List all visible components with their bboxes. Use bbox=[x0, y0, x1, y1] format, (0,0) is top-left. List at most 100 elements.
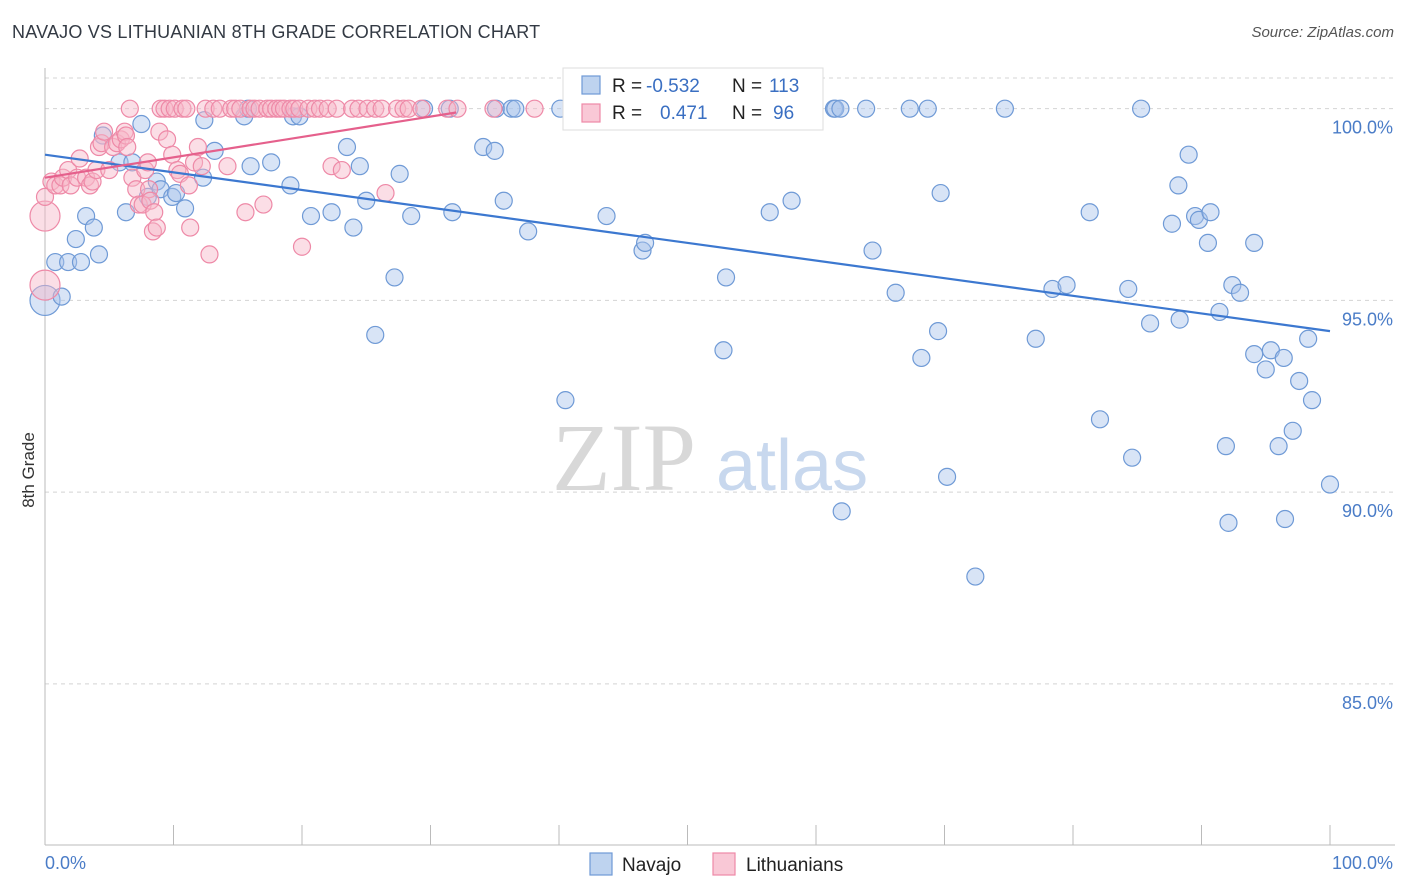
lithuanian-point bbox=[147, 218, 166, 237]
lithuanian-point bbox=[181, 218, 200, 237]
lithuanian-point bbox=[327, 99, 346, 118]
navajo-point bbox=[1230, 283, 1250, 302]
navajo-point bbox=[46, 252, 65, 272]
navajo-point bbox=[402, 206, 421, 226]
chart-title: NAVAJO VS LITHUANIAN 8TH GRADE CORRELATI… bbox=[12, 22, 541, 42]
lithuanian-point bbox=[448, 99, 467, 118]
navajo-point bbox=[366, 325, 385, 345]
lithuanian-point bbox=[95, 122, 114, 141]
legend-swatch-lithuanians bbox=[581, 103, 601, 123]
navajo-point bbox=[175, 199, 195, 218]
navajo-point bbox=[1169, 176, 1188, 195]
navajo-point bbox=[1140, 314, 1160, 333]
lithuanian-point bbox=[267, 99, 286, 118]
lithuanian-point bbox=[127, 180, 146, 199]
navajo-point bbox=[597, 206, 616, 226]
lithuanian-point bbox=[285, 99, 304, 118]
navajo-point bbox=[1275, 509, 1295, 529]
lithuanian-point bbox=[35, 187, 55, 206]
navajo-point bbox=[390, 164, 409, 183]
y-tick-label: 85.0% bbox=[1342, 693, 1393, 713]
legend-n-value-lithuanians: 96 bbox=[773, 103, 794, 124]
lithuanian-point bbox=[274, 99, 294, 118]
y-tick-label: 95.0% bbox=[1342, 309, 1393, 329]
lithuanian-point bbox=[292, 237, 312, 256]
lithuanian-point bbox=[254, 195, 273, 214]
navajo-point bbox=[966, 567, 985, 586]
x-tick-label: 100.0% bbox=[1332, 853, 1393, 873]
navajo-point bbox=[1274, 348, 1293, 368]
navajo-point bbox=[1026, 329, 1045, 348]
bottom-legend-swatch-navajo bbox=[589, 852, 613, 876]
navajo-point bbox=[322, 203, 341, 222]
lithuanian-point bbox=[92, 134, 111, 153]
bottom-legend-swatch-lithuanians bbox=[712, 852, 736, 876]
lithuanian-point bbox=[376, 183, 395, 203]
navajo-point bbox=[1057, 275, 1076, 295]
lithuanian-point bbox=[120, 99, 139, 118]
navajo-point bbox=[1119, 279, 1138, 299]
lithuanian-point bbox=[525, 99, 544, 118]
navajo-point bbox=[350, 157, 369, 176]
lithuanian-point bbox=[29, 200, 61, 232]
navajo-point bbox=[912, 348, 931, 368]
navajo-point bbox=[89, 245, 109, 264]
navajo-point bbox=[1245, 345, 1264, 364]
lithuanian-point bbox=[218, 157, 237, 176]
navajo-point bbox=[937, 467, 957, 486]
lithuanian-point bbox=[372, 99, 391, 118]
axes bbox=[44, 68, 1395, 846]
legend-r-label-navajo: R = bbox=[612, 76, 642, 97]
lithuanian-point bbox=[188, 137, 208, 157]
navajo-point bbox=[262, 153, 281, 172]
lithuanian-point bbox=[200, 245, 219, 264]
lithuanian-point bbox=[231, 99, 250, 118]
navajo-point bbox=[1179, 145, 1198, 164]
y-tick-label: 90.0% bbox=[1342, 501, 1393, 521]
watermark: ZIP atlas bbox=[552, 404, 868, 511]
lithuanian-point bbox=[139, 180, 159, 199]
navajo-point bbox=[1216, 437, 1236, 456]
lithuanian-point bbox=[83, 172, 102, 191]
navajo-point bbox=[832, 502, 851, 521]
bottom-legend-label-navajo: Navajo bbox=[622, 855, 681, 876]
lithuanian-point bbox=[29, 269, 61, 301]
watermark-zip: ZIP bbox=[552, 404, 696, 511]
navajo-point bbox=[714, 341, 733, 360]
lithuanian-point bbox=[196, 99, 215, 118]
navajo-point bbox=[337, 137, 357, 157]
lithuanian-point bbox=[141, 191, 160, 210]
lithuanian-point bbox=[155, 99, 174, 118]
navajo-point bbox=[1299, 329, 1318, 348]
navajo-point bbox=[506, 99, 525, 118]
lithuanian-point bbox=[484, 99, 503, 118]
navajo-point bbox=[502, 99, 521, 118]
lithuanian-point bbox=[305, 99, 324, 118]
navajo-point bbox=[485, 141, 504, 160]
navajo-point bbox=[863, 241, 882, 260]
navajo-point bbox=[132, 114, 151, 134]
lithuanian-point bbox=[343, 99, 362, 118]
navajo-point bbox=[301, 206, 321, 226]
navajo-point bbox=[1123, 448, 1142, 467]
bottom-legend-label-lithuanians: Lithuanians bbox=[746, 855, 843, 876]
navajo-point bbox=[1090, 410, 1110, 429]
navajo-point bbox=[1245, 233, 1264, 253]
legend-n-label-lithuanians: N = bbox=[732, 103, 762, 124]
navajo-point bbox=[900, 99, 919, 118]
legend-r-value-lithuanians: 0.471 bbox=[660, 103, 708, 124]
lithuanian-point bbox=[116, 126, 136, 145]
navajo-point bbox=[1132, 99, 1151, 118]
navajo-point bbox=[71, 252, 91, 272]
navajo-point bbox=[1210, 302, 1229, 322]
navajo-point bbox=[1223, 275, 1242, 295]
navajo-point bbox=[474, 137, 493, 157]
navajo-point bbox=[66, 229, 85, 249]
navajo-point bbox=[556, 391, 575, 410]
lithuanian-point bbox=[226, 99, 245, 118]
lithuanian-point bbox=[177, 99, 196, 118]
navajo-point bbox=[1269, 437, 1288, 456]
navajo-point bbox=[494, 191, 513, 210]
navajo-trend-line bbox=[44, 153, 1331, 333]
navajo-point bbox=[716, 268, 736, 287]
